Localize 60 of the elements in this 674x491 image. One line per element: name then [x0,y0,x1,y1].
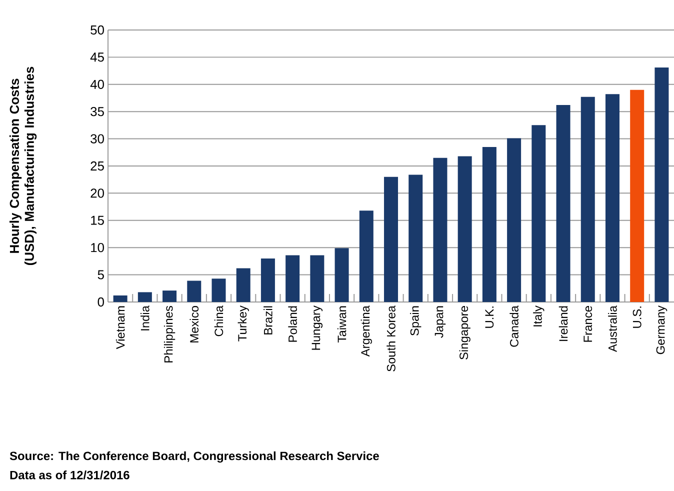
bar [605,94,620,302]
x-tick-label: Turkey [238,306,249,342]
x-tick-label: South Korea [386,306,396,372]
bar [654,68,669,302]
bar [630,90,644,302]
y-tick-label: 5 [98,270,104,280]
x-tick-label: Canada [510,306,518,347]
bar [359,210,374,302]
bar [507,138,522,302]
x-tick-label: Italy [533,306,544,326]
x-tick-label: Hungary [312,306,323,350]
bar [408,174,423,302]
y-tick-label: 45 [90,52,104,62]
bar [482,146,496,302]
text: Data as of 12/31/2016 [10,470,130,480]
x-tick-label: Argentina [360,306,372,357]
y-tick-label: 40 [90,80,104,89]
bar [212,278,226,302]
x-tick-label: Philippines [164,306,176,362]
bar [433,158,448,302]
x-tick-label: India [140,306,150,330]
source-note: Source: The Conference Board, Congressional Research Service [10,451,379,463]
bar [384,176,398,302]
bar [532,125,546,302]
x-tick-label: Mexico [190,306,199,342]
x-tick-label: Brazil [264,306,272,334]
bar [260,258,275,302]
x-tick-label: Germany [656,306,668,354]
x-tick-label: Australia [608,306,617,352]
x-tick-label: Poland [288,306,297,342]
x-tick-label: Vietnam [116,306,125,350]
y-tick-label: 0 [98,297,104,307]
bar [310,255,324,302]
y-tick-label: 15 [91,216,104,225]
x-tick-label: Taiwan [337,306,346,342]
y-tick-label: 30 [90,134,104,144]
x-tick-label: France [584,306,592,342]
x-tick-label: U.S. [632,306,642,328]
y-tick-label: 25 [90,161,104,171]
y-tick-label: 20 [90,188,104,198]
x-tick-label: Spain [410,306,422,336]
bar [334,248,349,302]
bar [138,292,152,302]
y-axis-title: Hourly Compensation Costs (USD), Manufacturing Industries [9,66,37,265]
bar [580,96,595,302]
y-tick-label: 10 [91,242,104,252]
bar [187,280,202,302]
x-tick-label: U.K. [485,306,494,328]
bar [286,255,300,302]
bar [162,290,177,302]
bar [236,268,250,302]
x-tick-label: Singapore [459,306,470,360]
bar [113,295,128,302]
y-tick-label: 50 [90,25,104,35]
x-tick-label: Ireland [558,306,568,341]
x-tick-label: Japan [434,306,446,338]
bar [556,105,570,302]
x-tick-label: China [214,306,224,336]
bar [458,156,472,302]
y-tick-label: 35 [90,106,104,116]
